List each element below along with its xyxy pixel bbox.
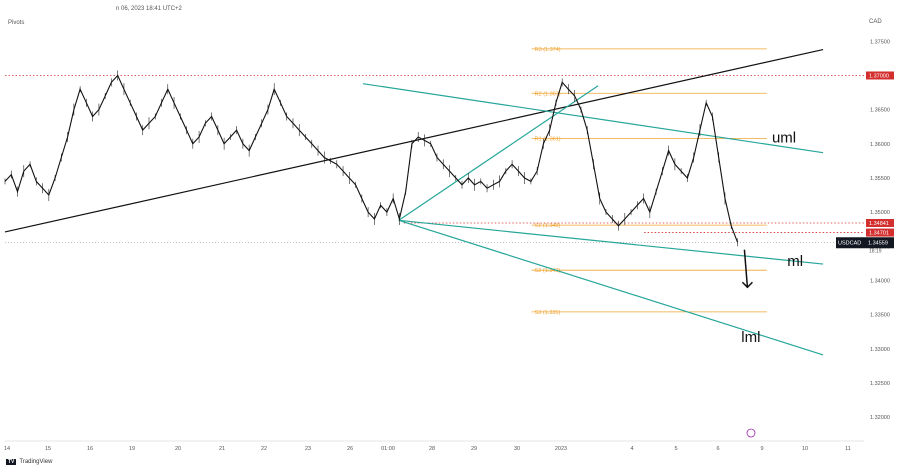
x-tick-label: 16 xyxy=(87,446,93,452)
symbol-label: USDCAD xyxy=(838,240,861,246)
countdown-label: 18:19 xyxy=(869,248,882,254)
indicator-name[interactable]: Pivots xyxy=(8,20,25,26)
x-tick-label: 4 xyxy=(630,446,633,452)
y-tick-label: 1.35000 xyxy=(870,210,890,216)
channel-line-lml xyxy=(398,219,824,356)
x-tick-label: 5 xyxy=(674,446,677,452)
current-price-label: 1.34559 xyxy=(868,240,888,246)
y-tick-label: 1.34000 xyxy=(870,278,890,284)
brand-label: TradingView xyxy=(19,459,53,465)
channel-label-ml: ml xyxy=(787,253,803,270)
price-tag-label: 1.34701 xyxy=(869,231,889,237)
channel-line-uml xyxy=(362,83,824,154)
trend-line xyxy=(398,85,599,221)
x-tick-label: 28 xyxy=(429,446,435,452)
y-tick-label: 1.36000 xyxy=(870,142,890,148)
price-tag-bg xyxy=(866,71,894,80)
y-tick-label: 1.33500 xyxy=(870,313,890,319)
trend-lines xyxy=(4,48,824,356)
price-tag-label: 1.37000 xyxy=(869,73,889,79)
pivot-label: S3 (1.335) xyxy=(535,310,561,316)
x-tick-label: 6 xyxy=(716,446,719,452)
x-tick-label: 29 xyxy=(471,446,477,452)
arrow-head xyxy=(741,281,753,289)
x-tick-label: 21 xyxy=(219,446,225,452)
y-tick-label: 1.33000 xyxy=(870,347,890,353)
x-tick-label: 30 xyxy=(514,446,520,452)
y-tick-label: 1.35500 xyxy=(870,176,890,182)
x-tick-label: 10 xyxy=(802,446,808,452)
currency-label: CAD xyxy=(869,19,882,25)
pivot-label: S1 (1.348) xyxy=(535,223,561,229)
event-marker-icon xyxy=(746,428,756,438)
channel-line-ml xyxy=(398,219,824,265)
x-tick-label: 22 xyxy=(261,446,267,452)
price-tag-label: 1.34841 xyxy=(869,221,889,227)
x-tick-label: 19 xyxy=(129,446,135,452)
x-tick-label: 23 xyxy=(305,446,311,452)
pivot-label: S2 (1.342) xyxy=(535,268,561,274)
symbol-tag-bg xyxy=(836,237,894,249)
x-tick-label: 26 xyxy=(347,446,353,452)
x-tick-label: 9 xyxy=(760,446,763,452)
pivot-label: R1 (1.361) xyxy=(535,136,561,142)
reference-lines xyxy=(5,75,864,243)
y-axis: 1.37500 1.37000 1.36500 1.36000 1.35500 1.350… xyxy=(836,39,894,421)
y-tick-label: 1.37500 xyxy=(870,39,890,45)
channel-label-lml: lml xyxy=(741,329,760,346)
pivot-label: R2 (1.367) xyxy=(535,91,561,97)
x-tick-label: 01:00 xyxy=(381,446,395,452)
y-tick-label: 1.32000 xyxy=(870,415,890,421)
x-tick-label: 11 xyxy=(845,446,851,452)
x-tick-label: 20 xyxy=(175,446,181,452)
pivot-label: R3 (1.374) xyxy=(535,47,561,53)
price-tag-bg xyxy=(866,218,894,227)
x-tick-label: 15 xyxy=(45,446,51,452)
x-tick-label: 2023 xyxy=(555,446,567,452)
x-axis: 14 15 16 19 20 21 22 23 26 01:00 28 29 30 2023 4 5 6 9 10 1… xyxy=(4,440,864,452)
x-tick-label: 14 xyxy=(4,446,10,452)
tradingview-logo[interactable]: TV TradingView xyxy=(6,459,53,465)
y-tick-label: 1.32500 xyxy=(870,381,890,387)
chart-date: n 06, 2023 18:41 UTC+2 xyxy=(116,6,182,12)
price-tag-bg xyxy=(866,228,894,237)
price-series xyxy=(4,70,739,247)
price-line xyxy=(4,74,739,243)
y-tick-label: 1.36500 xyxy=(870,108,890,114)
channel-label-uml: uml xyxy=(772,129,796,146)
arrow-shaft xyxy=(743,249,749,288)
annotations: uml ml lml xyxy=(741,129,803,438)
